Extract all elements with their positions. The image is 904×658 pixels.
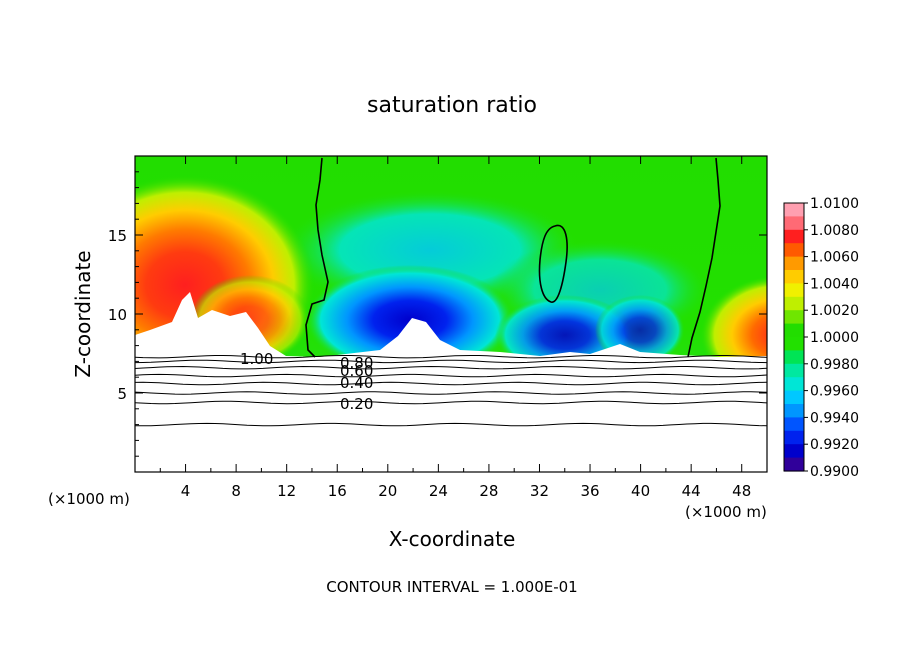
colorbar-label-5: 1.0020 — [810, 303, 859, 319]
colorbar-label-9: 0.9940 — [810, 410, 859, 426]
colorbar-swatch-11 — [784, 337, 804, 351]
y-tick-label-15: 15 — [108, 227, 127, 245]
colorbar-swatch-12 — [784, 350, 804, 365]
x-axis-unit-right: (×1000 m) — [685, 503, 767, 521]
x-tick-label-8: 8 — [231, 482, 241, 500]
x-axis-title: X-coordinate — [389, 527, 516, 551]
x-tick-label-20: 20 — [378, 482, 397, 500]
contour-line-1 — [305, 157, 329, 358]
colorbar-label-4: 1.0040 — [810, 276, 859, 292]
ground-contour-line-7 — [135, 400, 767, 405]
colorbar-swatch-7 — [784, 283, 804, 298]
contour-interval-note: CONTOUR INTERVAL = 1.000E-01 — [326, 578, 577, 596]
heatmap-field — [135, 156, 767, 472]
contour-line-closed — [538, 224, 568, 303]
x-tick-label-44: 44 — [682, 482, 701, 500]
colorbar-label-7: 0.9980 — [810, 357, 859, 373]
contour-labels: 1.00 0.80 0.60 0.40 0.20 — [240, 350, 373, 413]
x-tick-label-4: 4 — [181, 482, 191, 500]
x-axis-unit-left: (×1000 m) — [48, 490, 130, 508]
colorbar-swatch-18 — [784, 430, 804, 445]
x-tick-label-48: 48 — [732, 482, 751, 500]
x-tick-label-36: 36 — [580, 482, 599, 500]
colorbar-swatch-15 — [784, 390, 804, 405]
ground-contour-line-2 — [135, 359, 767, 364]
y-axis-ticks: 5 10 15 — [108, 171, 767, 457]
ground-contour-line-4 — [135, 373, 767, 378]
ground-contour-line-5 — [135, 381, 767, 386]
x-tick-label-40: 40 — [631, 482, 650, 500]
colorbar-swatch-17 — [784, 417, 804, 432]
heatmap-low-region — [305, 265, 515, 375]
colorbar-swatch-10 — [784, 323, 804, 338]
y-tick-label-10: 10 — [108, 306, 127, 324]
y-axis-title: Z-coordinate — [71, 250, 95, 377]
colorbar-swatch-3 — [784, 229, 804, 244]
colorbar-swatch-13 — [784, 363, 804, 378]
colorbar-swatch-1 — [784, 203, 804, 217]
colorbar-label-10: 0.9920 — [810, 437, 859, 453]
x-tick-label-32: 32 — [530, 482, 549, 500]
ground-contour-line-3 — [135, 365, 767, 370]
contour-label-1: 1.00 — [240, 350, 273, 368]
y-tick-label-5: 5 — [117, 385, 127, 403]
contour-label-4: 0.40 — [340, 374, 373, 392]
colorbar-label-1: 1.0100 — [810, 196, 859, 212]
colorbar-swatch-5 — [784, 256, 804, 271]
colorbar-swatch-2 — [784, 216, 804, 231]
colorbar-label-3: 1.0060 — [810, 250, 859, 266]
contour-label-2: 0.80 — [340, 354, 373, 372]
ground-contour-line-6 — [135, 391, 767, 395]
colorbar-swatch-20 — [784, 457, 804, 472]
unsaturated-region — [135, 292, 767, 472]
colorbar-swatch-16 — [784, 404, 804, 418]
x-tick-label-12: 12 — [277, 482, 296, 500]
contour-label-5: 0.20 — [340, 395, 373, 413]
colorbar-swatch-4 — [784, 243, 804, 258]
colorbar-swatch-14 — [784, 377, 804, 392]
colorbar-swatch-6 — [784, 270, 804, 284]
colorbar-label-11: 0.9900 — [810, 464, 859, 480]
colorbar: 1.0100 1.0080 1.0060 1.0040 1.0020 1.0000 0.99… — [783, 196, 859, 480]
colorbar-swatch-8 — [784, 296, 804, 311]
colorbar-label-2: 1.0080 — [810, 223, 859, 239]
colorbar-label-6: 1.0000 — [810, 330, 859, 346]
x-tick-label-16: 16 — [328, 482, 347, 500]
chart-title: saturation ratio — [367, 93, 537, 118]
colorbar-swatch-9 — [784, 310, 804, 325]
x-tick-label-24: 24 — [429, 482, 448, 500]
ground-contour-line-8 — [135, 422, 767, 427]
contour-label-3: 0.60 — [340, 362, 373, 380]
contour-line-2 — [687, 157, 721, 358]
x-tick-label-28: 28 — [479, 482, 498, 500]
x-axis-ticks: 4 8 12 16 20 24 28 32 36 40 44 48 — [159, 156, 751, 500]
colorbar-label-8: 0.9960 — [810, 384, 859, 400]
ground-contours — [135, 355, 767, 427]
ground-contour-line-1 — [135, 355, 767, 359]
colorbar-swatch-19 — [784, 444, 804, 459]
